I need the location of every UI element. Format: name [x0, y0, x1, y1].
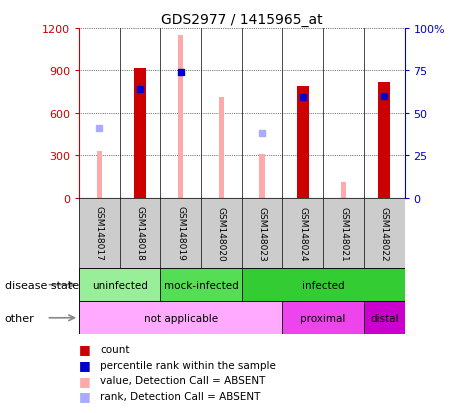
Bar — [378, 83, 390, 198]
Bar — [134, 69, 146, 198]
Text: disease state: disease state — [5, 280, 79, 290]
Text: mock-infected: mock-infected — [164, 280, 239, 290]
Bar — [297, 87, 309, 198]
Text: count: count — [100, 344, 129, 354]
Bar — [79, 301, 283, 335]
Text: proximal: proximal — [300, 313, 346, 323]
Bar — [259, 154, 265, 198]
Text: GSM148021: GSM148021 — [339, 206, 348, 261]
Text: GSM148018: GSM148018 — [136, 206, 145, 261]
Bar — [341, 183, 346, 198]
Bar — [79, 268, 160, 301]
Text: ■: ■ — [79, 358, 91, 371]
Bar — [364, 301, 405, 335]
Text: GSM148020: GSM148020 — [217, 206, 226, 261]
Text: ■: ■ — [79, 342, 91, 356]
Text: other: other — [5, 313, 34, 323]
Bar — [160, 268, 242, 301]
Text: not applicable: not applicable — [144, 313, 218, 323]
Text: GSM148022: GSM148022 — [380, 206, 389, 261]
Bar — [178, 36, 183, 198]
Text: ■: ■ — [79, 374, 91, 387]
Bar — [242, 268, 405, 301]
Title: GDS2977 / 1415965_at: GDS2977 / 1415965_at — [161, 12, 323, 26]
Text: rank, Detection Call = ABSENT: rank, Detection Call = ABSENT — [100, 391, 260, 401]
Text: GSM148024: GSM148024 — [299, 206, 307, 261]
Text: uninfected: uninfected — [92, 280, 148, 290]
Text: GSM148017: GSM148017 — [95, 206, 104, 261]
Bar — [283, 301, 364, 335]
Bar — [219, 98, 224, 198]
Text: GSM148019: GSM148019 — [176, 206, 185, 261]
Text: GSM148023: GSM148023 — [258, 206, 266, 261]
Bar — [97, 152, 102, 198]
Text: distal: distal — [370, 313, 399, 323]
Text: ■: ■ — [79, 389, 91, 403]
Text: infected: infected — [302, 280, 345, 290]
Text: value, Detection Call = ABSENT: value, Detection Call = ABSENT — [100, 375, 266, 385]
Text: percentile rank within the sample: percentile rank within the sample — [100, 360, 276, 370]
